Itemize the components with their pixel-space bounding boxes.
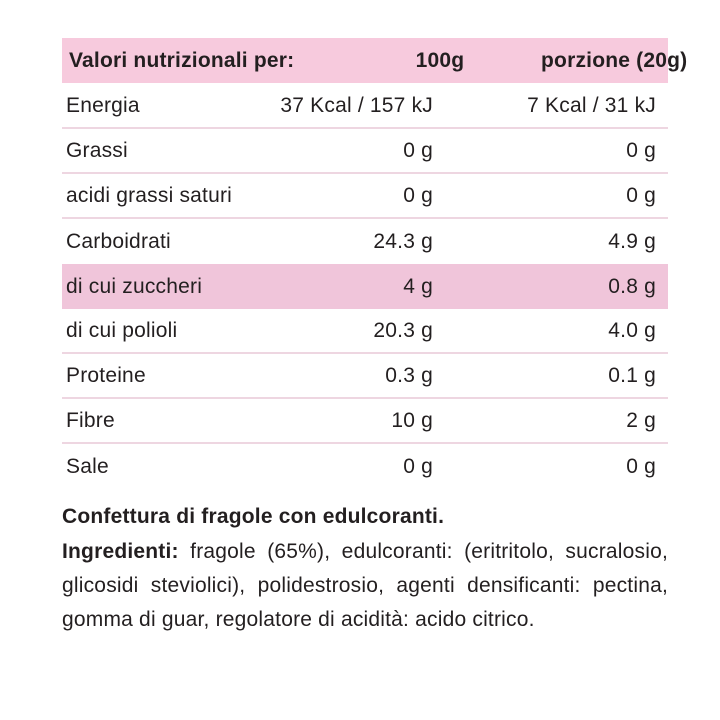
table-row: Grassi 0 g 0 g: [62, 129, 668, 174]
table-cell-portion: 2 g: [626, 408, 656, 432]
table-cell-label: Fibre: [66, 408, 115, 432]
table-cell-label: Sale: [66, 454, 109, 478]
product-description: Confettura di fragole con edulcoranti. I…: [62, 502, 668, 637]
ingredients-paragraph: Ingredienti: fragole (65%), edulcoranti:…: [62, 535, 668, 637]
table-cell-100g: 0 g: [403, 138, 433, 162]
header-col-portion: porzione (20g): [541, 48, 688, 72]
ingredients-text: fragole (65%), edulcoranti: (eritritolo,…: [62, 540, 668, 631]
table-cell-portion: 4.0 g: [608, 318, 656, 342]
table-row: di cui polioli 20.3 g 4.0 g: [62, 309, 668, 354]
table-cell-portion: 0 g: [626, 138, 656, 162]
table-cell-label: Carboidrati: [66, 229, 171, 253]
table-cell-label: Proteine: [66, 363, 146, 387]
table-cell-label: Energia: [66, 93, 140, 117]
product-title: Confettura di fragole con edulcoranti.: [62, 505, 445, 528]
table-cell-100g: 20.3 g: [373, 318, 433, 342]
table-header-row: Valori nutrizionali per: 100g porzione (…: [62, 38, 687, 83]
table-cell-100g: 0 g: [403, 183, 433, 207]
table-row: Fibre 10 g 2 g: [62, 399, 668, 444]
table-row: Carboidrati 24.3 g 4.9 g: [62, 219, 668, 264]
table-cell-100g: 4 g: [403, 274, 433, 298]
table-cell-100g: 0.3 g: [385, 363, 433, 387]
table-row: Sale 0 g 0 g: [62, 444, 668, 489]
table-cell-portion: 0 g: [626, 183, 656, 207]
table-body: Energia 37 Kcal / 157 kJ 7 Kcal / 31 kJ Gra…: [62, 84, 668, 489]
table-row: Proteine 0.3 g 0.1 g: [62, 354, 668, 399]
table-cell-label: di cui polioli: [66, 318, 178, 342]
table-cell-portion: 0.8 g: [608, 274, 656, 298]
table-cell-portion: 4.9 g: [608, 229, 656, 253]
nutrition-table: Valori nutrizionali per: 100g porzione (…: [62, 38, 687, 489]
ingredients-label: Ingredienti:: [62, 540, 179, 563]
table-cell-100g: 37 Kcal / 157 kJ: [280, 93, 433, 117]
table-cell-portion: 0 g: [626, 454, 656, 478]
table-row: di cui zuccheri 4 g 0.8 g: [62, 264, 668, 309]
table-cell-100g: 10 g: [391, 408, 433, 432]
table-cell-100g: 0 g: [403, 454, 433, 478]
table-cell-100g: 24.3 g: [373, 229, 433, 253]
header-col-100g: 100g: [415, 48, 465, 72]
table-cell-label: acidi grassi saturi: [66, 183, 233, 207]
table-cell-label: Grassi: [66, 138, 128, 162]
table-row: Energia 37 Kcal / 157 kJ 7 Kcal / 31 kJ: [62, 84, 668, 129]
table-cell-label: di cui zuccheri: [66, 274, 203, 298]
header-values-per-label: Valori nutrizionali per:: [69, 48, 295, 72]
table-cell-portion: 0.1 g: [608, 363, 656, 387]
table-cell-portion: 7 Kcal / 31 kJ: [527, 93, 656, 117]
table-row: acidi grassi saturi 0 g 0 g: [62, 174, 668, 219]
